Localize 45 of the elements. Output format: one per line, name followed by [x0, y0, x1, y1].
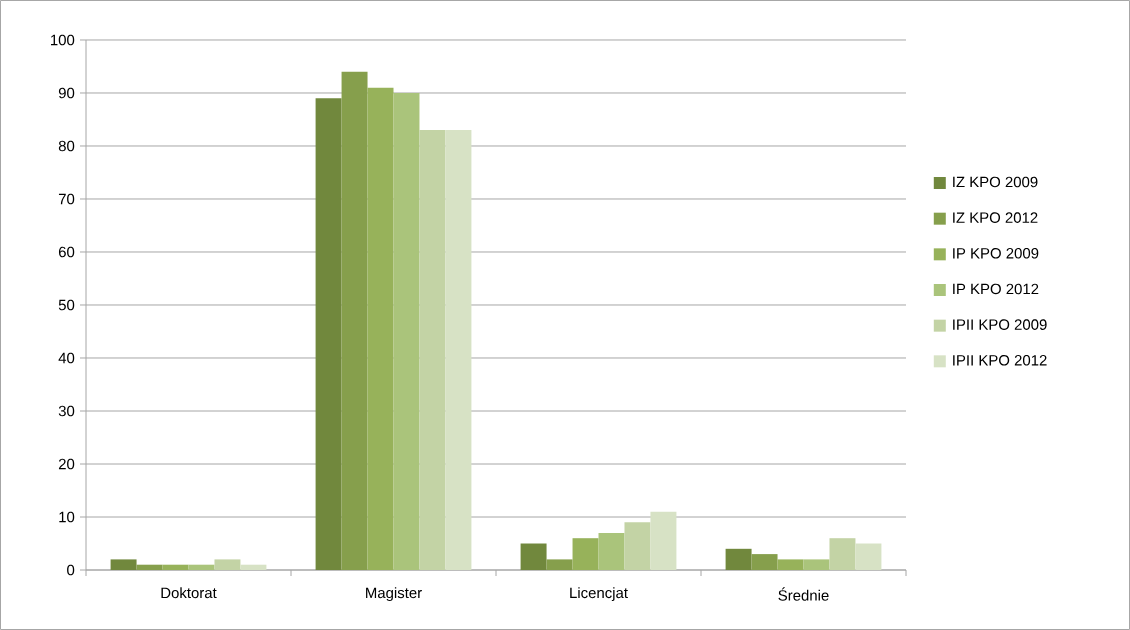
x-tick-label: Doktorat	[161, 587, 217, 599]
y-tick-label: 60	[58, 246, 75, 258]
legend-label: IP KPO 2012	[953, 283, 1039, 295]
bar	[445, 130, 472, 570]
bar	[803, 559, 830, 570]
x-tick-label: Magister	[366, 587, 422, 602]
bar	[419, 130, 446, 570]
bar	[725, 548, 752, 570]
y-tick-label: 100	[51, 34, 75, 46]
y-tick-label: 50	[58, 299, 75, 311]
bar	[520, 543, 547, 570]
bar	[572, 538, 599, 570]
y-tick-label: 90	[58, 87, 75, 99]
bar	[367, 87, 394, 570]
legend-label: IZ KPO 2009	[953, 176, 1038, 188]
bar	[341, 71, 368, 570]
bar	[240, 564, 267, 570]
y-tick-label: 70	[58, 193, 75, 205]
legend-label: IP KPO 2009	[953, 248, 1039, 259]
bar	[751, 554, 778, 570]
bar	[855, 543, 882, 570]
y-tick-label: 30	[58, 405, 75, 417]
bar	[136, 564, 163, 570]
legend-label: IPII KPO 2009	[953, 319, 1047, 330]
x-tick-label: Licencjat	[570, 587, 628, 602]
bar	[650, 511, 677, 570]
bar	[393, 93, 420, 570]
y-tick-label: 20	[58, 458, 75, 470]
bar	[546, 559, 573, 570]
bar	[162, 564, 189, 570]
bar	[188, 564, 215, 570]
bar	[598, 532, 625, 570]
y-tick-label: 0	[67, 564, 75, 576]
legend-label: IZ KPO 2012	[953, 212, 1038, 223]
bar	[110, 559, 137, 570]
bar	[777, 559, 804, 570]
bar	[315, 98, 342, 570]
y-tick-label: 80	[58, 140, 75, 152]
bar	[829, 538, 856, 570]
y-tick-label: 10	[59, 511, 75, 523]
y-tick-label: 40	[58, 352, 75, 364]
bar	[214, 559, 241, 570]
bar	[624, 522, 651, 570]
x-tick-label: Średnie	[778, 587, 829, 601]
legend-label: IPII KPO 2012	[953, 354, 1047, 366]
